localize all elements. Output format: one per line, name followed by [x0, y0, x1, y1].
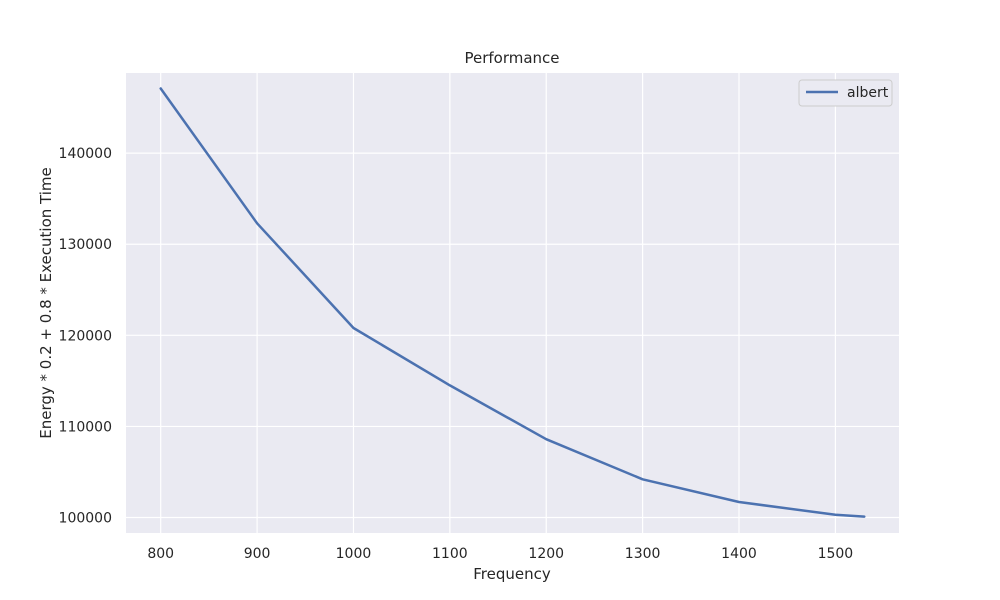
- x-axis-ticks: 800 900 1000 1100 1200 1300 1400 1500: [147, 546, 853, 562]
- x-tick-label: 1300: [625, 546, 661, 562]
- legend: albert: [799, 80, 892, 106]
- x-tick-label: 1400: [721, 546, 757, 562]
- x-axis-label: Frequency: [473, 565, 551, 583]
- plot-area: [126, 73, 899, 533]
- y-axis-ticks: 100000 110000 120000 130000 140000: [59, 146, 112, 526]
- y-tick-label: 100000: [59, 511, 112, 527]
- x-tick-label: 1500: [818, 546, 854, 562]
- x-tick-label: 1000: [336, 546, 372, 562]
- y-tick-label: 140000: [59, 146, 112, 162]
- y-tick-label: 120000: [59, 328, 112, 344]
- y-tick-label: 110000: [59, 419, 112, 435]
- x-tick-label: 900: [244, 546, 271, 562]
- y-tick-label: 130000: [59, 237, 112, 253]
- y-axis-label: Energy * 0.2 + 0.8 * Execution Time: [37, 167, 55, 439]
- x-tick-label: 1200: [528, 546, 564, 562]
- x-tick-label: 1100: [432, 546, 468, 562]
- chart-title: Performance: [464, 49, 559, 67]
- x-tick-label: 800: [147, 546, 174, 562]
- legend-label-albert: albert: [847, 85, 889, 101]
